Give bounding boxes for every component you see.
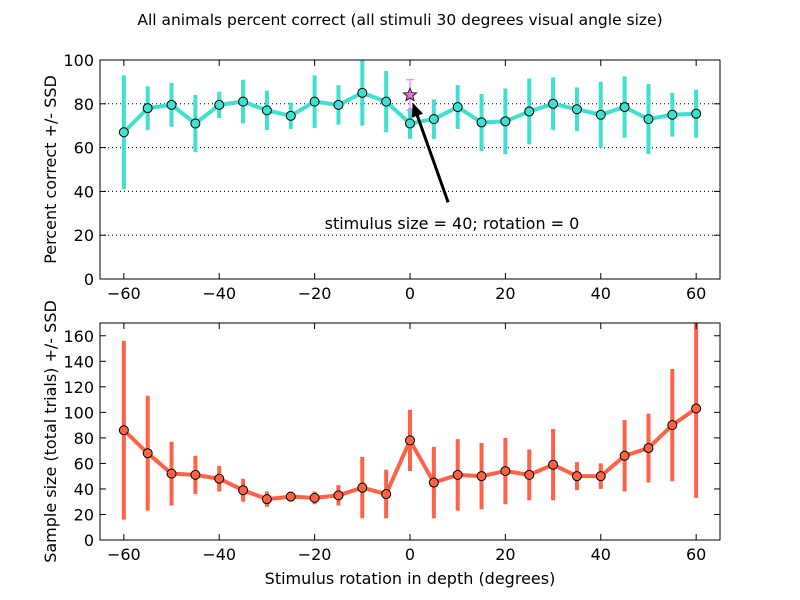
pc-x-tick-label: −40 xyxy=(202,284,236,303)
annotation-arrow-head xyxy=(411,102,424,118)
ss-data-point xyxy=(285,491,296,502)
ss-data-point xyxy=(309,492,320,503)
ss-data-point xyxy=(405,435,415,446)
pc-data-point xyxy=(548,98,559,109)
pc-data-point xyxy=(476,117,487,128)
pc-data-point xyxy=(643,114,654,125)
ss-data-point xyxy=(238,485,249,496)
ss-data-point xyxy=(524,469,535,480)
pc-data-point xyxy=(214,99,225,110)
pc-data-point xyxy=(428,114,439,125)
pc-y-tick-label: 80 xyxy=(74,95,94,114)
ss-y-tick-label: 80 xyxy=(74,429,94,448)
pc-data-point xyxy=(285,110,296,121)
ss-y-tick-label: 140 xyxy=(63,352,94,371)
ss-data-point xyxy=(643,443,654,454)
ss-y-axis-label: Sample size (total trials) +/- SSD xyxy=(41,300,60,563)
percent-correct-axes: stimulus size = 40; rotation = 0 −60 −40 −2… xyxy=(41,51,721,303)
pc-y-tick-label: 20 xyxy=(74,226,94,245)
ss-data-point xyxy=(500,466,511,477)
ss-y-tick-label: 120 xyxy=(63,378,94,397)
ss-data-point xyxy=(691,403,702,414)
ss-y-tick-label: 20 xyxy=(74,505,94,524)
pc-data-point xyxy=(524,106,535,117)
pc-data-point xyxy=(261,105,272,116)
pc-x-tick-label: 20 xyxy=(495,284,515,303)
pc-data-point xyxy=(381,96,392,107)
pc-data-point xyxy=(357,87,368,98)
ss-data-point xyxy=(214,473,225,484)
ss-data-point xyxy=(333,490,344,501)
pc-y-tick-label: 60 xyxy=(74,139,94,158)
ss-y-tick-label: 160 xyxy=(63,327,94,346)
ss-x-tick-label: 40 xyxy=(591,545,611,564)
ss-y-tick-label: 40 xyxy=(74,480,94,499)
ss-y-tick-label: 100 xyxy=(63,403,94,422)
ss-data-point xyxy=(595,471,606,482)
ss-data-point xyxy=(190,469,201,480)
pc-x-tick-label: 40 xyxy=(591,284,611,303)
pc-x-tick-label: −60 xyxy=(107,284,141,303)
ss-x-axis-label: Stimulus rotation in depth (degrees) xyxy=(265,569,556,588)
ss-x-tick-label: 0 xyxy=(405,545,415,564)
pc-data xyxy=(118,60,702,190)
pc-y-tick-label: 40 xyxy=(74,182,94,201)
pc-x-tick-label: 0 xyxy=(405,284,415,303)
pc-data-point xyxy=(309,96,320,107)
pc-data-point xyxy=(190,118,201,129)
pc-x-tick-label: 60 xyxy=(686,284,706,303)
pc-data-point xyxy=(619,102,630,113)
pc-data-point xyxy=(571,104,582,115)
ss-data-point xyxy=(357,482,368,493)
pc-data-point xyxy=(333,99,344,110)
ss-data-point xyxy=(476,471,487,482)
pc-data-point xyxy=(142,103,153,114)
ss-data-point xyxy=(261,494,272,505)
pc-data-point xyxy=(118,127,129,138)
ss-data-point xyxy=(548,459,559,470)
pc-data-point xyxy=(405,118,415,129)
ss-data-point xyxy=(667,420,678,431)
annotation-arrow-shaft xyxy=(414,111,450,203)
pc-x-tick-label: −20 xyxy=(298,284,332,303)
ss-y-tick-label: 60 xyxy=(74,454,94,473)
pc-data-point xyxy=(691,108,702,119)
ss-data-point xyxy=(428,477,439,488)
ss-x-tick-label: 20 xyxy=(495,545,515,564)
ss-y-tick-label: 0 xyxy=(84,531,94,550)
annotation-text: stimulus size = 40; rotation = 0 xyxy=(325,214,580,233)
pc-y-axis-label: Percent correct +/- SSD xyxy=(41,75,60,264)
pc-data-point xyxy=(595,109,606,120)
sample-size-axes: −60 −40 −20 0 20 40 60 0 20 40 60 80 100 120 140 160Sam… xyxy=(41,300,721,588)
pc-y-tick-label: 0 xyxy=(84,270,94,289)
ss-x-tick-label: −60 xyxy=(107,545,141,564)
ss-data-point xyxy=(571,471,582,482)
pc-data-point xyxy=(667,109,678,120)
pc-y-tick-label: 100 xyxy=(63,51,94,70)
ss-data-point xyxy=(452,469,463,480)
ss-data-point xyxy=(619,450,630,461)
ss-data-point xyxy=(118,425,129,436)
pc-data-point xyxy=(500,116,511,127)
pc-data-point xyxy=(166,99,177,110)
ss-data xyxy=(118,323,702,520)
ss-x-tick-label: −20 xyxy=(298,545,332,564)
ss-x-tick-label: 60 xyxy=(686,545,706,564)
figure-suptitle: All animals percent correct (all stimuli… xyxy=(137,11,662,29)
ss-data-point xyxy=(166,468,177,479)
pc-data-point xyxy=(238,96,249,107)
pc-data-point xyxy=(452,102,463,113)
highlight-star-marker xyxy=(402,86,418,102)
ss-x-tick-label: −40 xyxy=(202,545,236,564)
ss-data-point xyxy=(142,448,153,459)
ss-data-point xyxy=(381,489,392,500)
